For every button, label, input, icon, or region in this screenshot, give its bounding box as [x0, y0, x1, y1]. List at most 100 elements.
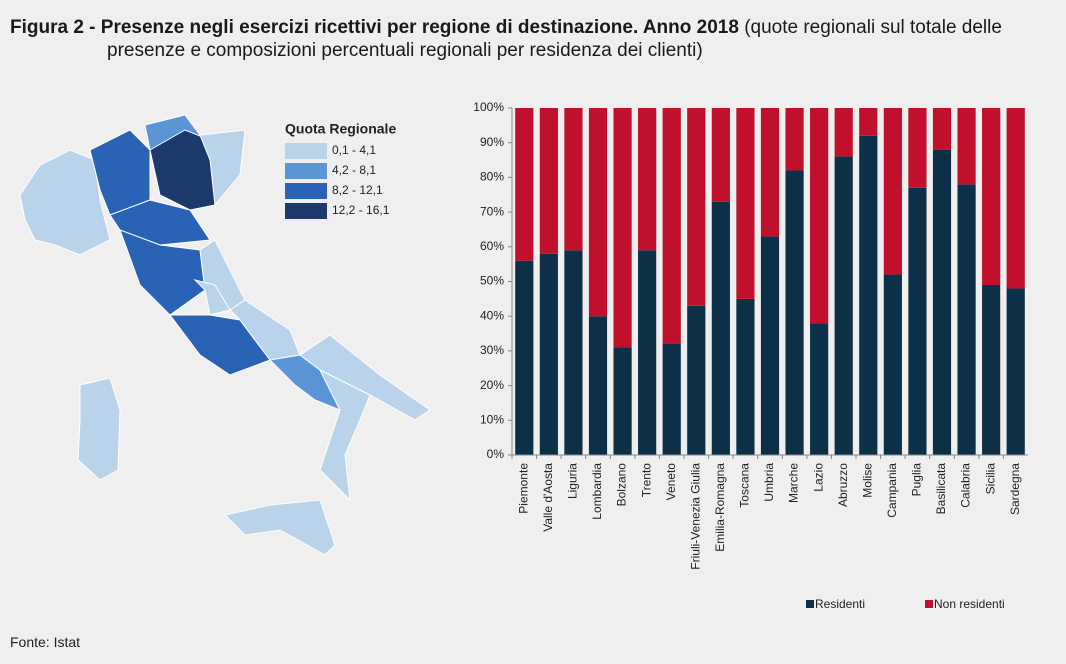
y-tick-label: 20%: [480, 378, 504, 392]
bar-segment: [1006, 288, 1025, 455]
bar-segment: [711, 201, 730, 455]
x-tick-label: Emilia-Romagna: [713, 463, 727, 552]
x-tick-label: Sicilia: [983, 463, 997, 495]
x-tick-label: Liguria: [566, 463, 580, 499]
x-tick-label: Puglia: [910, 463, 924, 497]
bar-segment: [834, 108, 853, 157]
region: [224, 499, 336, 556]
map-legend-label: 0,1 - 4,1: [332, 143, 376, 157]
bar-segment: [539, 108, 558, 254]
bar-segment: [711, 108, 730, 202]
map-legend-label: 12,2 - 16,1: [332, 203, 390, 217]
header: Figura 2 - Presenze negli esercizi ricet…: [10, 16, 1050, 62]
x-tick-label: Calabria: [959, 463, 973, 508]
figure-title: Figura 2 - Presenze negli esercizi ricet…: [10, 17, 739, 38]
y-tick-label: 30%: [480, 343, 504, 357]
bar-segment: [859, 135, 878, 455]
bar-segment: [564, 108, 583, 251]
region: [19, 149, 111, 256]
bar-segment: [908, 187, 927, 455]
bar-segment: [834, 156, 853, 455]
map-legend-swatch: [285, 203, 327, 219]
bar-segment: [662, 343, 681, 455]
map-legend-title: Quota Regionale: [285, 121, 396, 137]
legend-swatch: [806, 600, 814, 608]
x-tick-label: Campania: [885, 463, 899, 518]
bar-segment: [638, 108, 657, 251]
bar-segment: [883, 108, 902, 275]
bar-segment: [859, 108, 878, 136]
bar-segment: [638, 250, 657, 455]
x-tick-label: Trento: [639, 463, 653, 498]
bar-segment: [810, 108, 829, 324]
bar-segment: [957, 108, 976, 185]
x-tick-label: Toscana: [738, 463, 752, 508]
bar-segment: [515, 260, 534, 455]
bar-segment: [932, 149, 952, 455]
bar-segment: [687, 108, 706, 306]
bar-segment: [613, 347, 632, 455]
x-tick-label: Bolzano: [615, 463, 629, 507]
bar-segment: [736, 298, 755, 455]
x-tick-label: Abruzzo: [836, 463, 850, 507]
x-tick-label: Basilicata: [934, 463, 948, 515]
y-tick-label: 0%: [487, 447, 505, 461]
bar-segment: [785, 108, 804, 171]
region: [199, 129, 246, 207]
region: [193, 279, 231, 316]
legend-label: Non residenti: [934, 597, 1005, 611]
bar-segment: [736, 108, 755, 299]
bar-segment: [982, 108, 1001, 285]
bar-segment: [662, 108, 681, 344]
legend-swatch: [925, 600, 933, 608]
x-tick-label: Lombardia: [590, 463, 604, 520]
bar-segment: [883, 274, 902, 455]
map-legend-label: 4,2 - 8,1: [332, 163, 376, 177]
x-tick-label: Marche: [787, 463, 801, 503]
y-tick-label: 70%: [480, 204, 504, 218]
bar-segment: [539, 253, 558, 455]
x-tick-label: Molise: [860, 463, 874, 498]
bar-segment: [760, 108, 780, 237]
y-tick-label: 90%: [480, 135, 504, 149]
bar-segment: [908, 108, 927, 188]
y-tick-label: 40%: [480, 308, 504, 322]
bar-segment: [613, 108, 632, 348]
bar-segment: [932, 108, 952, 150]
map-legend-swatch: [285, 143, 327, 159]
y-tick-label: 60%: [480, 239, 504, 253]
bar-segment: [588, 316, 608, 455]
bar-segment: [687, 305, 706, 455]
x-tick-label: Lazio: [811, 463, 825, 492]
y-tick-label: 80%: [480, 170, 504, 184]
y-tick-label: 10%: [480, 412, 504, 426]
source: Fonte: Istat: [10, 634, 81, 650]
bar-segment: [957, 184, 976, 455]
map: [19, 114, 431, 556]
y-tick-label: 100%: [473, 100, 504, 114]
x-tick-label: Veneto: [664, 463, 678, 501]
bar-segment: [785, 170, 804, 455]
bar-segment: [760, 236, 780, 455]
x-tick-label: Piemonte: [516, 463, 530, 514]
x-tick-label: Sardegna: [1008, 463, 1022, 515]
map-legend-swatch: [285, 163, 327, 179]
region: [318, 368, 371, 502]
bar-segment: [588, 108, 608, 317]
region: [77, 377, 121, 481]
y-tick-label: 50%: [480, 274, 504, 288]
figure-subtitle: (quote regionali sul totale delle presen…: [107, 17, 1002, 61]
map-legend-swatch: [285, 183, 327, 199]
x-tick-label: Umbria: [762, 463, 776, 502]
bar-segment: [982, 284, 1001, 455]
bar-segment: [1006, 108, 1025, 289]
map-legend-label: 8,2 - 12,1: [332, 183, 383, 197]
bar-segment: [564, 250, 583, 455]
bar-segment: [810, 323, 829, 455]
bar-segment: [515, 108, 534, 261]
x-tick-label: Friuli-Venezia Giulia: [688, 463, 702, 570]
legend-label: Residenti: [815, 597, 865, 611]
x-tick-label: Valle d'Aosta: [541, 463, 555, 532]
